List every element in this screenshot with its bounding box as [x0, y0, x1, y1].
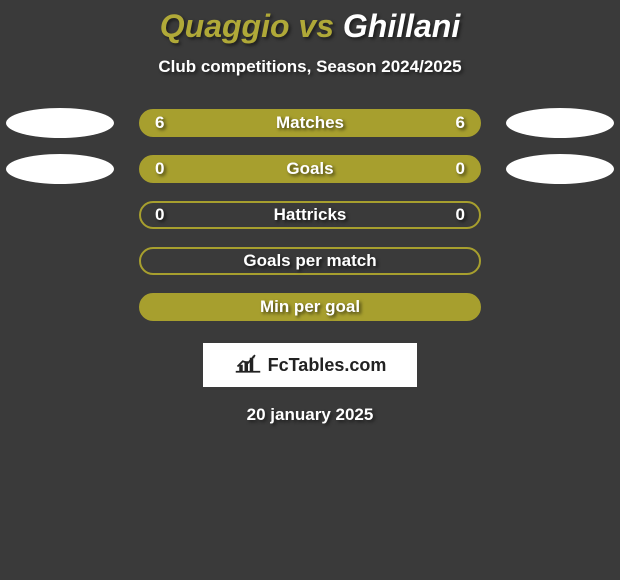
stat-pill: 0 Hattricks 0	[139, 201, 481, 229]
stat-row: Min per goal	[0, 293, 620, 321]
chart-icon	[234, 352, 262, 379]
right-value: 0	[456, 159, 465, 179]
left-value: 6	[155, 113, 164, 133]
stat-row: 0 Goals 0	[0, 155, 620, 183]
date: 20 january 2025	[0, 405, 620, 425]
stat-row: 6 Matches 6	[0, 109, 620, 137]
stat-row: Goals per match	[0, 247, 620, 275]
stat-pill: 6 Matches 6	[139, 109, 481, 137]
subtitle: Club competitions, Season 2024/2025	[0, 57, 620, 77]
right-value: 6	[456, 113, 465, 133]
stat-label: Matches	[276, 113, 344, 133]
stat-label: Goals	[286, 159, 333, 179]
left-value: 0	[155, 159, 164, 179]
page-title: Quaggio vs Ghillani	[0, 8, 620, 45]
stat-label: Goals per match	[243, 251, 376, 271]
right-ellipse	[506, 108, 614, 138]
logo-text: FcTables.com	[268, 355, 387, 376]
logo-box: FcTables.com	[203, 343, 417, 387]
stat-label: Hattricks	[274, 205, 347, 225]
left-ellipse	[6, 154, 114, 184]
player2-name: Ghillani	[343, 8, 460, 44]
stat-pill: 0 Goals 0	[139, 155, 481, 183]
stat-pill: Min per goal	[139, 293, 481, 321]
left-value: 0	[155, 205, 164, 225]
player1-name: Quaggio	[160, 8, 290, 44]
left-ellipse	[6, 108, 114, 138]
stat-row: 0 Hattricks 0	[0, 201, 620, 229]
right-ellipse	[506, 154, 614, 184]
vs-text: vs	[290, 8, 343, 44]
right-value: 0	[456, 205, 465, 225]
stats-rows: 6 Matches 6 0 Goals 0 0 Hattricks 0 Goals per mat…	[0, 109, 620, 321]
stat-label: Min per goal	[260, 297, 360, 317]
stat-pill: Goals per match	[139, 247, 481, 275]
